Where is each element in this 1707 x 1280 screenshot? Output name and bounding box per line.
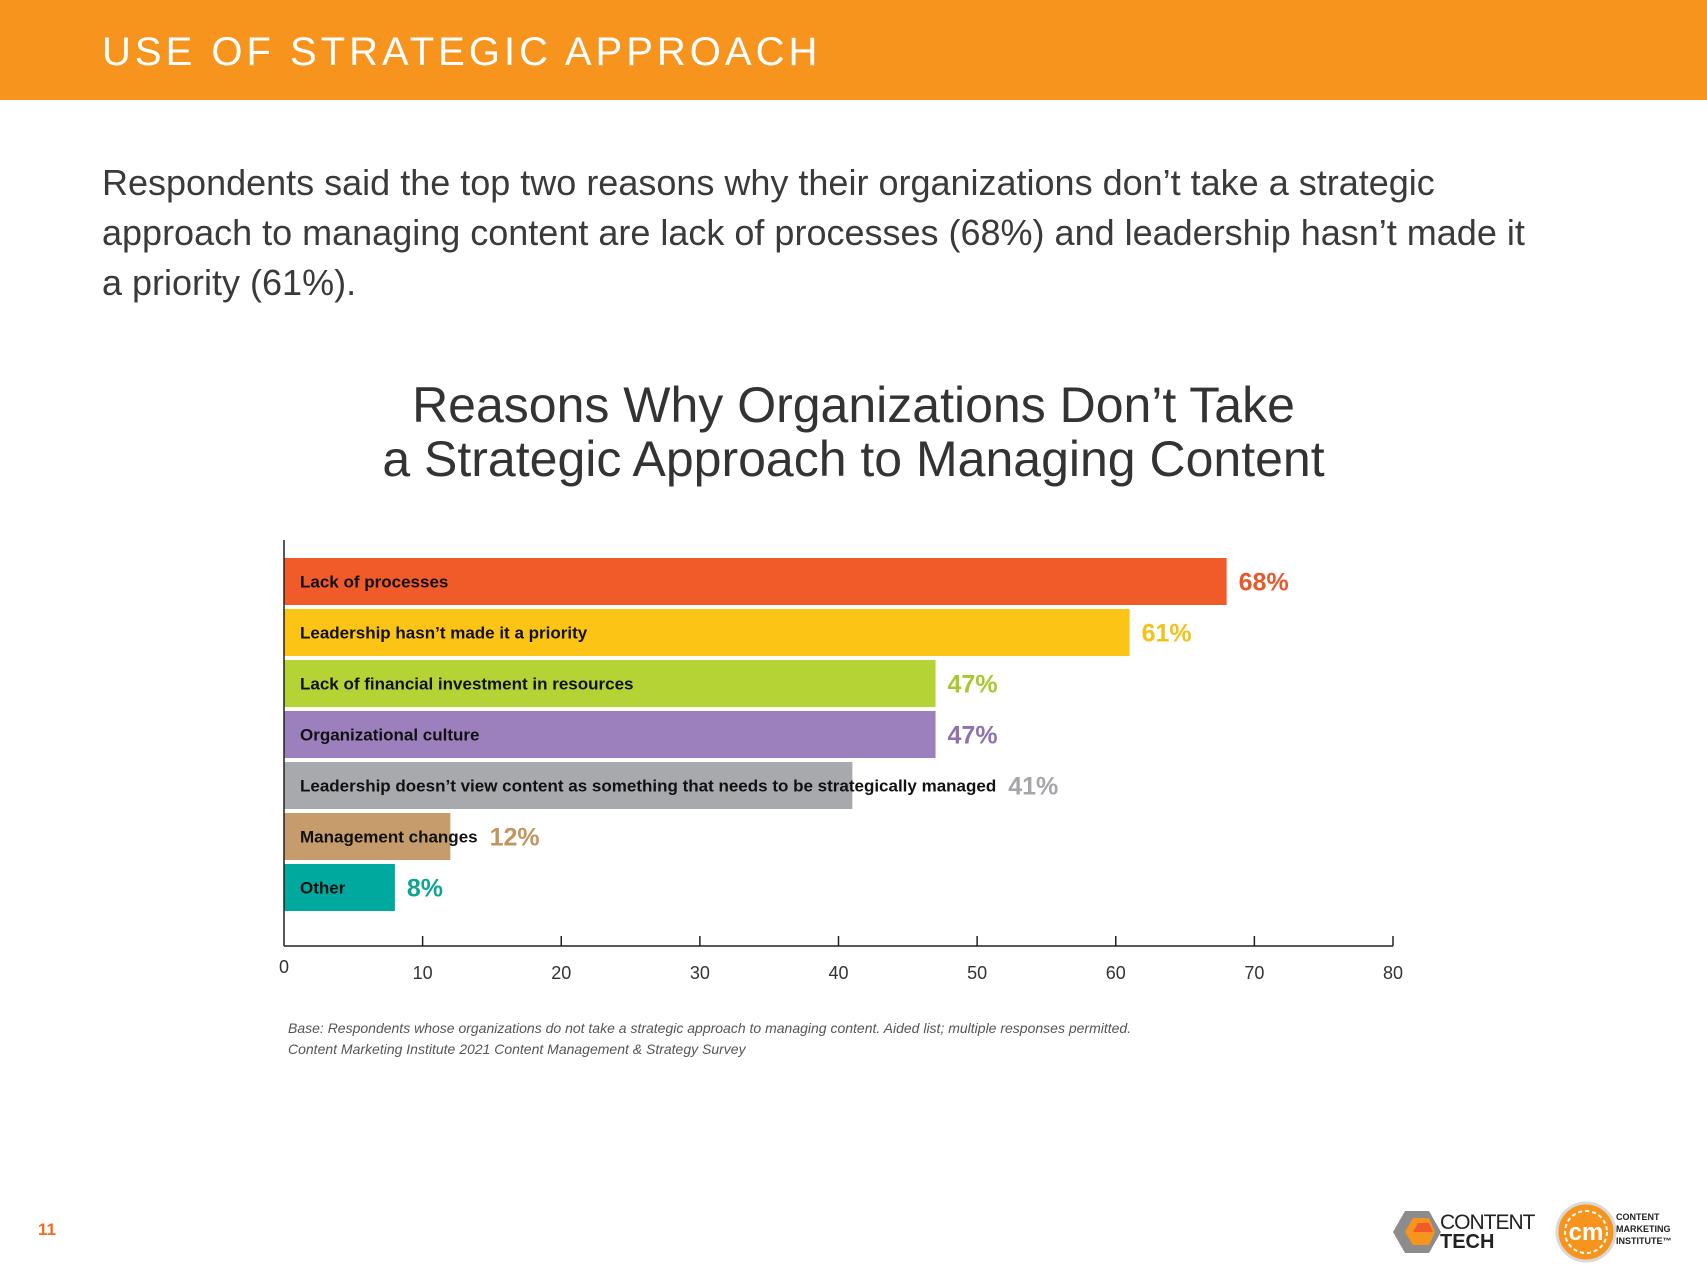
category-label: Management changes (300, 828, 478, 847)
category-label: Other (300, 879, 346, 898)
content-tech-hexagon-accent-icon (1413, 1223, 1433, 1232)
bar (284, 864, 395, 911)
x-tick-label: 60 (1106, 963, 1126, 983)
content-tech-word1: CONTENT (1440, 1211, 1536, 1234)
bar (284, 762, 853, 809)
cmi-word3: INSTITUTE™ (1616, 1236, 1672, 1246)
cmi-logo: cm CONTENT MARKETING INSTITUTE™ (1555, 1201, 1672, 1263)
x-tick-label: 40 (828, 963, 848, 983)
value-label: 47% (948, 671, 998, 699)
category-label: Leadership doesn’t view content as somet… (300, 777, 996, 796)
header-bar: USE OF STRATEGIC APPROACH (0, 0, 1707, 100)
category-label: Lack of financial investment in resource… (300, 675, 634, 694)
value-label: 41% (1008, 773, 1058, 801)
chart-footnote: Base: Respondents whose organizations do… (288, 1018, 1131, 1060)
value-label: 12% (490, 824, 540, 852)
chart-title-line2: a Strategic Approach to Managing Content (382, 431, 1325, 487)
cmi-word2: MARKETING (1616, 1224, 1671, 1234)
category-label: Organizational culture (300, 726, 479, 745)
bar (284, 558, 1227, 605)
bar (284, 813, 451, 860)
cmi-word1: CONTENT (1616, 1212, 1660, 1222)
content-tech-word2: TECH (1440, 1231, 1494, 1253)
footnote-source: Content Marketing Institute 2021 Content… (288, 1041, 746, 1057)
content-tech-logo: CONTENT TECH (1393, 1211, 1537, 1253)
cmi-badge-inner-icon (1564, 1210, 1608, 1254)
bar (284, 660, 936, 707)
x-tick-label: 50 (967, 963, 987, 983)
x-tick-label: 30 (690, 963, 710, 983)
logos: CONTENT TECH cm CONTENT MARKETING INSTIT… (1393, 1201, 1672, 1263)
x-tick-label: 0 (279, 957, 289, 977)
footnote-base: Base: Respondents whose organizations do… (288, 1020, 1132, 1036)
bar (284, 609, 1130, 656)
value-label: 8% (407, 875, 443, 903)
x-tick-label: 80 (1383, 963, 1403, 983)
value-label: 47% (948, 722, 998, 750)
page-number: 11 (38, 1220, 56, 1239)
value-label: 61% (1142, 620, 1192, 648)
intro-text: Respondents said the top two reasons why… (102, 162, 1525, 303)
bar-chart: Lack of processes 68% Leadership hasn’t ma… (279, 540, 1403, 983)
chart-title-line1: Reasons Why Organizations Don’t Take (412, 377, 1295, 433)
page-title: USE OF STRATEGIC APPROACH (102, 30, 822, 74)
category-label: Leadership hasn’t made it a priority (300, 624, 588, 643)
value-label: 68% (1239, 569, 1289, 597)
cmi-badge-text: cm (1569, 1219, 1604, 1246)
x-tick-label: 70 (1244, 963, 1264, 983)
chart-title: Reasons Why Organizations Don’t Take a S… (0, 378, 1707, 486)
x-tick-label: 10 (413, 963, 433, 983)
category-label: Lack of processes (300, 573, 448, 592)
bar (284, 711, 936, 758)
x-tick-label: 20 (551, 963, 571, 983)
